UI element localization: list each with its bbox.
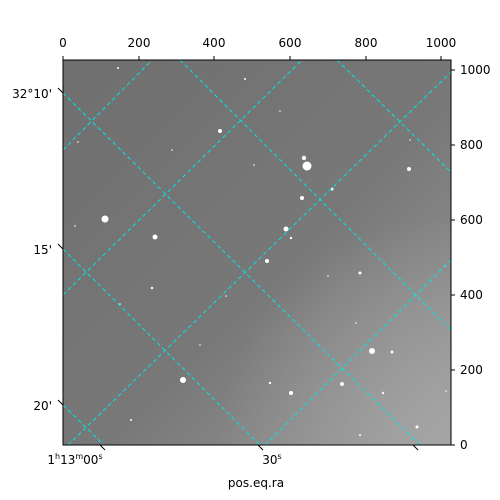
star <box>253 164 255 166</box>
star <box>152 234 158 240</box>
star <box>327 275 329 277</box>
star <box>101 215 109 223</box>
grid-line <box>63 248 261 445</box>
grid-line <box>63 404 105 445</box>
star <box>355 322 357 324</box>
ra-tick-label: 1h13m00s <box>47 452 102 467</box>
right-tick-label: 1000 <box>460 63 491 77</box>
star <box>302 161 312 171</box>
star <box>74 225 76 227</box>
grid-line <box>67 71 451 445</box>
grid-line <box>264 259 451 445</box>
grid-line <box>63 60 153 151</box>
star <box>369 348 375 354</box>
star <box>445 390 447 392</box>
right-tick-label: 800 <box>460 138 483 152</box>
star <box>117 67 119 69</box>
star-field <box>74 67 447 436</box>
star <box>289 236 293 240</box>
top-tick-label: 200 <box>128 36 151 50</box>
star <box>358 271 362 275</box>
star <box>359 434 361 436</box>
right-tick-label: 600 <box>460 213 483 227</box>
star <box>409 139 411 141</box>
star <box>171 149 173 151</box>
top-pixel-axis: 0 200 400 600 800 1000 <box>59 36 456 60</box>
dec-tick-label: 20' <box>33 399 52 413</box>
right-pixel-axis: 0 200 400 600 800 1000 <box>451 63 491 452</box>
star <box>340 382 344 386</box>
star <box>283 226 289 232</box>
star <box>300 196 304 200</box>
top-tick-label: 800 <box>355 36 378 50</box>
star <box>390 350 394 354</box>
star <box>265 259 269 263</box>
ra-tick-label: 30s <box>262 452 281 467</box>
star <box>218 129 222 133</box>
coordinate-grid <box>63 60 451 445</box>
top-tick-label: 1000 <box>426 36 457 50</box>
star <box>180 377 186 383</box>
star <box>415 425 419 429</box>
right-tick-label: 400 <box>460 288 483 302</box>
dec-tick-label: 15' <box>33 243 52 257</box>
plot-frame <box>62 59 452 446</box>
x-axis-label: pos.eq.ra <box>228 476 284 490</box>
star <box>301 155 307 161</box>
grid-line <box>179 60 451 331</box>
star <box>77 141 79 143</box>
dec-tick-label: 32°10' <box>12 87 52 101</box>
right-tick-label: 0 <box>460 438 468 452</box>
dec-axis: 32°10' 15' 20' <box>12 87 64 413</box>
star <box>244 78 246 80</box>
top-tick-label: 400 <box>203 36 226 50</box>
star <box>289 391 293 395</box>
star <box>150 286 154 290</box>
star <box>407 167 411 171</box>
star <box>381 391 385 395</box>
star <box>279 110 281 112</box>
star <box>199 344 201 346</box>
star <box>119 303 121 305</box>
sky-image <box>63 60 451 445</box>
star <box>130 419 132 421</box>
top-tick-label: 0 <box>59 36 67 50</box>
ra-axis: 1h13m00s 30s <box>47 444 419 467</box>
star <box>268 381 272 385</box>
top-tick-label: 600 <box>279 36 302 50</box>
right-tick-label: 200 <box>460 363 483 377</box>
grid-line <box>336 60 451 173</box>
star <box>225 295 227 297</box>
